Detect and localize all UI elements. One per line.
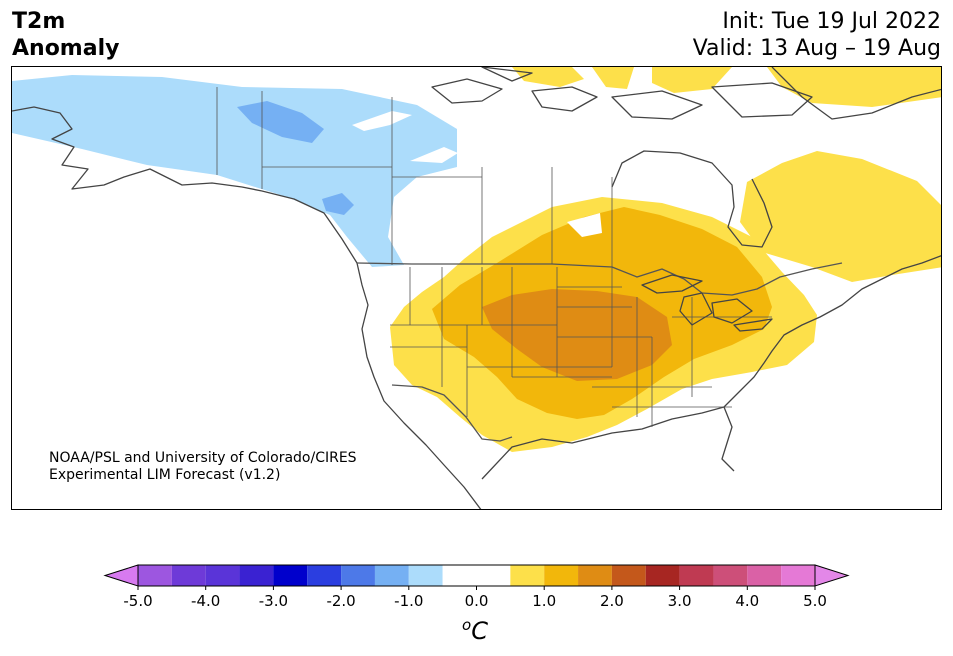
colorbar-bin-3 [239,565,274,586]
white-patch-east [410,147,458,163]
colorbar-tick-label: 4.0 [735,592,759,610]
colorbar-bin-9 [442,565,511,586]
map-canvas [12,67,941,509]
canada-us-border [356,262,843,296]
map-title: T2m Anomaly [12,8,119,62]
white-patch-north [352,111,412,131]
anomaly-fills [12,67,941,452]
white-patch-midwest [567,213,602,237]
orange-core-anomaly [482,289,672,381]
colorbar-bin-4 [273,565,308,586]
colorbar-bin-15 [679,565,714,586]
colorbar-over-arrow [814,564,850,587]
us-mexico-border [391,384,513,442]
mid-blue-anomaly-west [322,193,354,215]
colorbar-bin-14 [645,565,680,586]
credit-text: NOAA/PSL and University of Colorado/CIRE… [49,450,357,484]
credit-line-1: NOAA/PSL and University of Colorado/CIRE… [49,450,357,466]
anomaly-map [11,66,942,510]
mid-blue-anomaly-north [237,101,324,143]
colorbar-bin-8 [408,565,443,586]
colorbar-tick-label: 0.0 [465,592,489,610]
colorbar-bin-0 [138,565,172,586]
colorbar-bin-17 [747,565,782,586]
colorbar-bin-11 [544,565,579,586]
colorbar-tick-label: 2.0 [600,592,624,610]
valid-range: Valid: 13 Aug – 19 Aug [692,36,941,61]
greenland-coast [771,67,941,120]
colorbar-bin-5 [307,565,342,586]
yellow-eastern-canada [740,151,941,282]
gulf-coast [481,406,735,480]
colorbar-bin-2 [205,565,240,586]
colorbar-tick-label: -2.0 [326,592,355,610]
colorbar-bin-10 [510,565,545,586]
alaska-coast [12,106,358,264]
east-coast [723,255,941,408]
yellow-arctic-4 [767,67,941,107]
west-coast [356,262,482,509]
colorbar-bin-1 [171,565,206,586]
colorbar-bin-6 [341,565,375,586]
colorbar-bin-16 [713,565,748,586]
colorbar-bin-12 [578,565,612,586]
colorbar-bin-13 [611,565,646,586]
hudson-bay [611,150,773,248]
colorbar-bin-7 [374,565,409,586]
degree-mark: o [462,616,472,634]
yellow-arctic-2 [592,67,634,89]
title-line-1: T2m [12,9,66,34]
colorbar-bin-18 [781,565,815,586]
yellow-arctic-1 [512,67,584,87]
arctic-islands [431,67,813,120]
forecast-dates: Init: Tue 19 Jul 2022 Valid: 13 Aug – 19… [693,8,941,62]
light-blue-anomaly [12,75,457,267]
coastlines-and-borders [12,67,941,509]
colorbar-tick-label: 3.0 [668,592,692,610]
colorbar-tick-label: -4.0 [191,592,220,610]
colorbar-tick-label: 1.0 [532,592,556,610]
yellow-arctic-3 [652,67,732,93]
title-line-2: Anomaly [12,36,120,61]
state-lines-canada [216,87,613,267]
colorbar-tick-label: 5.0 [803,592,827,610]
credit-line-2: Experimental LIM Forecast (v1.2) [49,467,281,483]
colorbar-tick-label: -5.0 [123,592,152,610]
colorbar-under-arrow [103,564,139,587]
colorbar-tick-label: -3.0 [259,592,288,610]
colorbar-unit-label: oC [462,616,488,645]
unit-letter: C [471,617,488,645]
state-lines-west [390,267,612,417]
colorbar: -5.0 -4.0 -3.0 -2.0 -1.0 0.0 1.0 2.0 3.0 4.0 5.0 [103,564,850,610]
state-lines-central [557,267,772,427]
colorbar-tick-label: -1.0 [394,592,423,610]
great-lakes [641,274,773,332]
init-date: Init: Tue 19 Jul 2022 [722,9,941,34]
